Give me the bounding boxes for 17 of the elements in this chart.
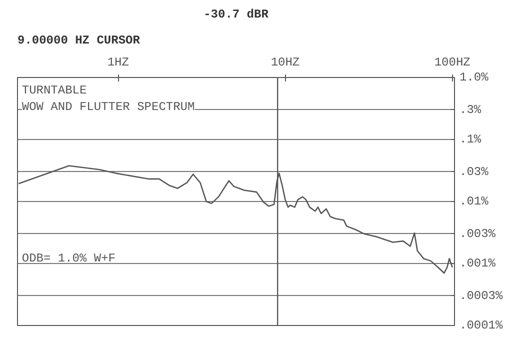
y-tick-label: .1% bbox=[460, 132, 482, 146]
y-tick-label: .3% bbox=[460, 102, 482, 117]
y-tick-label: .003% bbox=[460, 226, 496, 241]
y-tick-label: .0001% bbox=[460, 318, 504, 332]
y-tick-label: .001% bbox=[460, 256, 496, 270]
text: -30.7 dBR bbox=[204, 8, 270, 22]
x-tick-label: 100HZ bbox=[434, 56, 470, 70]
x-tick-label: 1HZ bbox=[107, 56, 129, 70]
y-tick-label: .0003% bbox=[460, 288, 504, 303]
text: 9.00000 HZ CURSOR bbox=[18, 34, 141, 48]
y-tick-label: 1.0% bbox=[460, 70, 490, 84]
y-tick-label: .03% bbox=[460, 164, 490, 179]
annotation: TURNTABLE bbox=[22, 84, 87, 98]
annotation: ODB= 1.0% W+F bbox=[22, 252, 116, 266]
annotation: WOW AND FLUTTER SPECTRUM bbox=[22, 100, 195, 114]
x-tick-label: 10HZ bbox=[270, 56, 300, 70]
y-tick-label: .01% bbox=[460, 194, 490, 208]
